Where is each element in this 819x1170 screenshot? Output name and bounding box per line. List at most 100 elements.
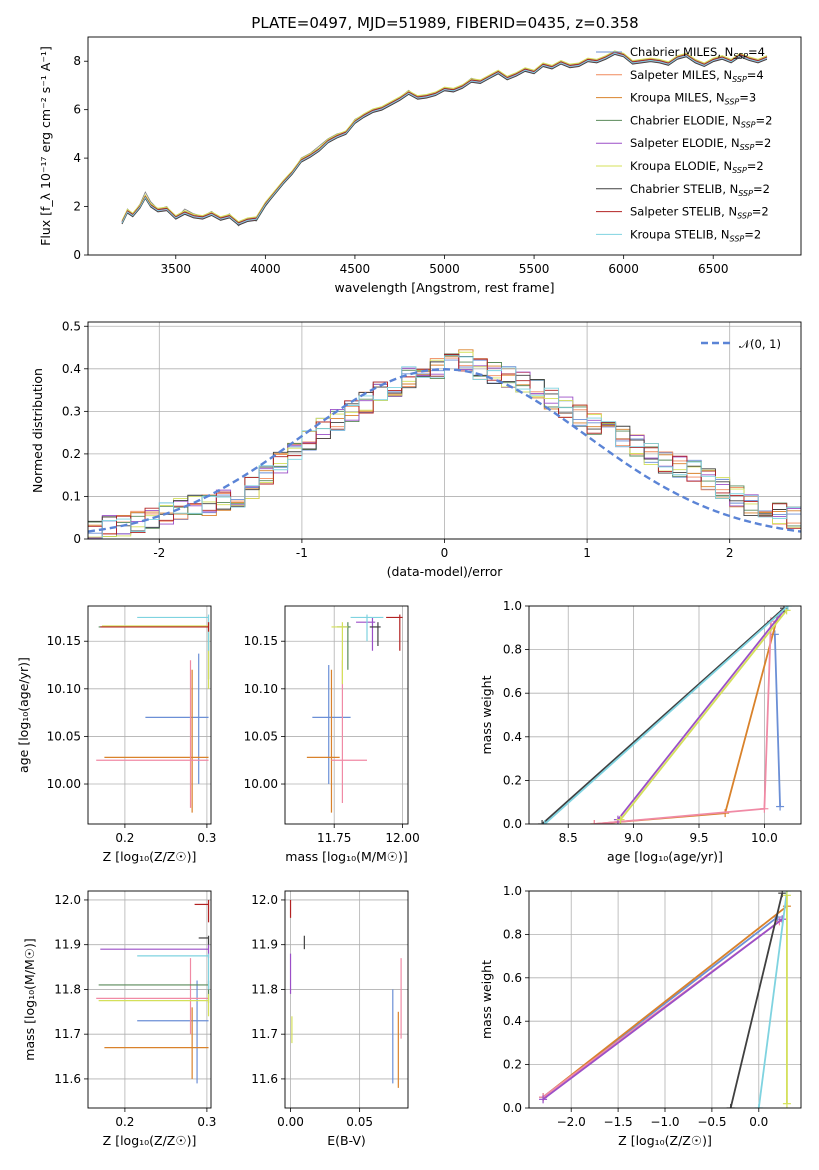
- series-model-6: [121, 53, 768, 226]
- y-tick-label: 11.6: [54, 1072, 81, 1086]
- y-axis-label: mass weight: [479, 960, 494, 1039]
- error-point-6: [369, 622, 381, 646]
- y-tick-label: 0: [73, 248, 81, 262]
- x-tick-label: −1.0: [650, 1115, 679, 1129]
- y-tick-label: 11.9: [54, 938, 81, 952]
- y-tick-label: 4: [73, 151, 81, 165]
- error-point-1: [104, 1007, 209, 1079]
- y-tick-label: 0.0: [503, 817, 522, 831]
- x-tick-label: 0.3: [197, 831, 216, 845]
- y-tick-label: 11.7: [251, 1027, 278, 1041]
- weight-line-4: [729, 892, 784, 1108]
- axes-frame: [528, 890, 802, 1109]
- x-tick-label: 0.05: [346, 1115, 373, 1129]
- legend-entry: Chabrier MILES, NSSP=4: [630, 45, 765, 61]
- y-tick-label: 11.8: [54, 982, 81, 996]
- x-tick-label: 2: [726, 546, 734, 560]
- y-tick-label: 0.3: [62, 404, 81, 418]
- x-tick-label: 5500: [519, 262, 550, 276]
- panel-mass-weight-vs-Z: −2.0 −1.5 −1.0 −0.5 0.0 0.0 0.2 0.4 0.6 0.8 1.0 Z […: [479, 884, 802, 1148]
- weight-line-5: [541, 607, 785, 824]
- y-tick-label: 6: [73, 103, 81, 117]
- y-tick-label: 8: [73, 54, 81, 68]
- y-tick-label: 1.0: [503, 884, 522, 898]
- x-axis-label: Z [log₁₀(Z/Z☉)]: [103, 1133, 197, 1148]
- y-tick-label: 0.2: [503, 1058, 522, 1072]
- axes-frame: [284, 605, 409, 825]
- error-point-4: [98, 993, 210, 1017]
- legend-entry: Salpeter MILES, NSSP=4: [630, 68, 764, 84]
- x-tick-label: 6500: [698, 262, 729, 276]
- error-point-6: [100, 622, 210, 632]
- axes-frame: [87, 890, 212, 1109]
- panel-residuals: -2 -1 0 1 2 0 0.1 0.2 0.3 0.4 0.5 𝒩(0, 1) (data-mode…: [30, 319, 802, 579]
- axes-frame: [87, 605, 212, 825]
- figure-title: PLATE=0497, MJD=51989, FIBERID=0435, z=0…: [251, 14, 638, 32]
- error-point-5: [137, 614, 210, 651]
- y-tick-label: 10.10: [244, 682, 278, 696]
- x-tick-label: 0.2: [115, 831, 134, 845]
- legend-entry: Chabrier ELODIE, NSSP=2: [630, 113, 772, 129]
- y-axis-label: mass [log₁₀(M/M☉)]: [22, 938, 37, 1060]
- plot-area: [96, 899, 210, 1084]
- y-tick-label: 0.5: [62, 319, 81, 333]
- weight-line-1: [542, 905, 788, 1098]
- axes-frame: [284, 890, 409, 1109]
- axes-frame: [87, 321, 802, 540]
- y-tick-label: 1.0: [503, 599, 522, 613]
- y-tick-label: 0.6: [503, 971, 522, 985]
- y-axis-label: age [log₁₀(age/yr)]: [16, 657, 31, 773]
- y-tick-label: 0.8: [503, 643, 522, 657]
- panel-age-vs-mass: 11.75 12.00 10.00 10.05 10.10 10.15 mass [log₁…: [244, 605, 420, 864]
- x-tick-label: 0.00: [277, 1115, 304, 1129]
- x-axis-label: wavelength [Angstrom, rest frame]: [334, 280, 554, 295]
- y-tick-label: 10.00: [244, 777, 278, 791]
- y-tick-label: 0.6: [503, 686, 522, 700]
- gaussian-curve: [88, 368, 801, 533]
- error-point-7: [350, 614, 384, 642]
- series-model-5: [121, 50, 768, 223]
- x-tick-label: 1: [583, 546, 591, 560]
- legend-entry: Kroupa ELODIE, NSSP=2: [630, 159, 764, 175]
- x-axis-label: mass [log₁₀(M/M☉)]: [285, 849, 407, 864]
- y-tick-label: 0.0: [503, 1101, 522, 1115]
- y-tick-label: 10.15: [244, 634, 278, 648]
- weight-line-4: [619, 609, 788, 821]
- y-tick-label: 0.4: [503, 730, 522, 744]
- y-tick-label: 11.8: [251, 982, 278, 996]
- weight-line-5: [757, 891, 788, 1108]
- legend-entry: Chabrier STELIB, NSSP=2: [630, 182, 770, 198]
- y-tick-label: 12.0: [54, 893, 81, 907]
- x-tick-label: 9.0: [624, 831, 643, 845]
- plot-area: [306, 614, 403, 813]
- y-tick-label: 2: [73, 200, 81, 214]
- error-point-6: [198, 935, 210, 945]
- x-tick-label: 0.2: [115, 1115, 134, 1129]
- legend-entry: Salpeter STELIB, NSSP=2: [630, 205, 769, 221]
- y-tick-label: 10.15: [47, 634, 81, 648]
- error-point-4: [331, 622, 348, 685]
- error-point-3: [336, 622, 351, 670]
- panel-mass-vs-ebv: 0.00 0.05 11.6 11.7 11.8 11.9 12.0 E(B-V): [251, 890, 409, 1148]
- y-tick-label: 11.9: [251, 938, 278, 952]
- y-tick-label: 11.7: [54, 1027, 81, 1041]
- panel-spectrum: 3500 4000 4500 5000 5500 6000 6500 0 2 4 6 8 Chabrie…: [38, 36, 802, 295]
- legend-entry: Kroupa STELIB, NSSP=2: [630, 227, 761, 243]
- panel-mass-vs-Z: 0.2 0.3 11.6 11.7 11.8 11.9 12.0 Z [log₁₀(Z/Z☉)…: [22, 890, 216, 1148]
- legend-entry: Kroupa MILES, NSSP=3: [630, 91, 756, 107]
- x-tick-label: -1: [296, 546, 308, 560]
- legend-entry: Salpeter ELODIE, NSSP=2: [630, 136, 771, 152]
- x-tick-label: 10.0: [751, 831, 778, 845]
- x-tick-label: 0.0: [749, 1115, 768, 1129]
- error-point-1: [104, 669, 209, 813]
- x-tick-label: 4000: [250, 262, 281, 276]
- panel-mass-weight-vs-age: 8.5 9.0 9.5 10.0 0.0 0.2 0.4 0.6 0.8 1.0 age [log₁…: [479, 599, 802, 864]
- x-axis-label: Z [log₁₀(Z/Z☉)]: [618, 1133, 712, 1148]
- error-point-8: [386, 614, 403, 651]
- y-tick-label: 0.8: [503, 927, 522, 941]
- y-tick-label: 11.6: [251, 1072, 278, 1086]
- y-tick-label: 0.4: [503, 1014, 522, 1028]
- error-point-5: [356, 617, 376, 651]
- x-axis-label: E(B-V): [327, 1133, 366, 1148]
